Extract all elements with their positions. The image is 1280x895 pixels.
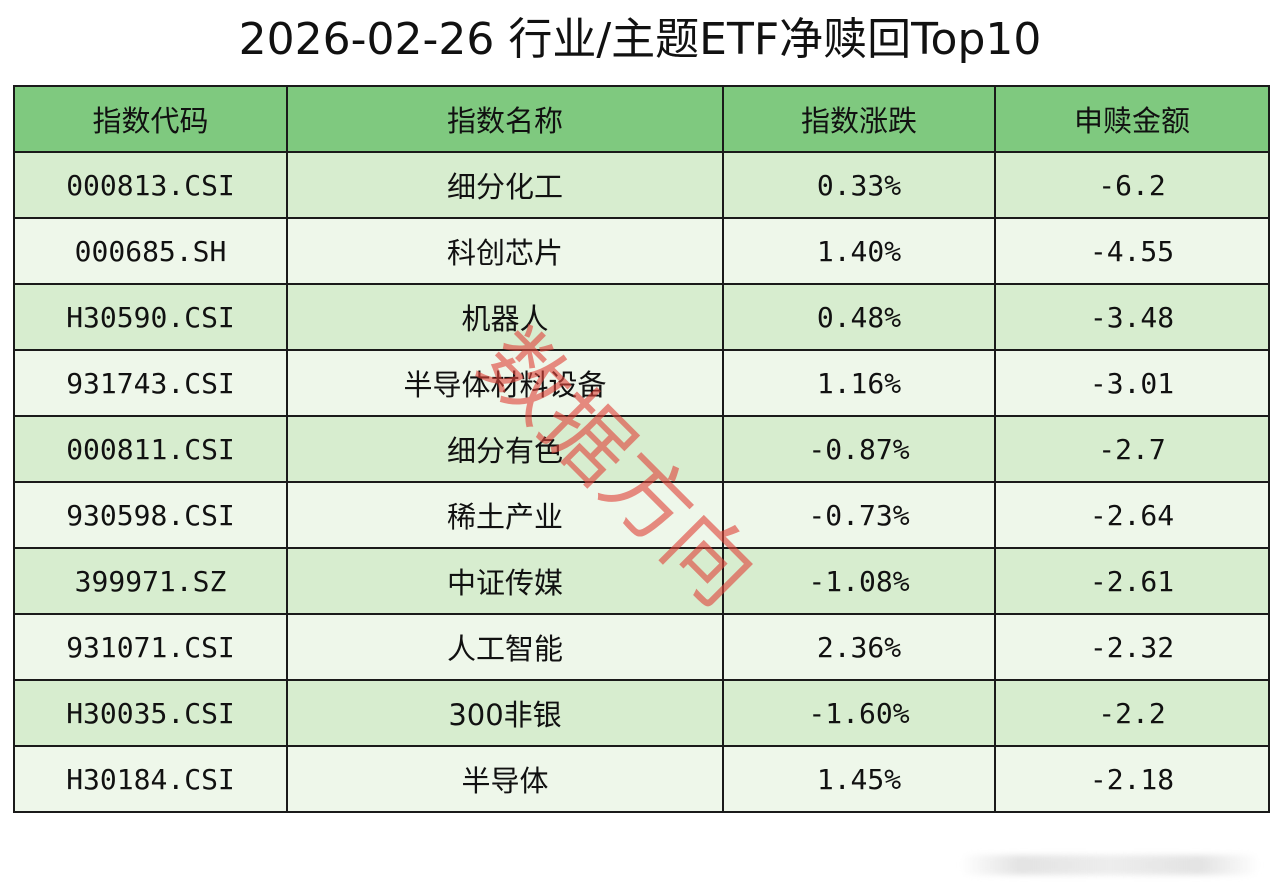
cell-index-code: 931071.CSI <box>13 613 288 681</box>
cell-index-name: 300非银 <box>286 679 724 747</box>
cell-index-change: 0.33% <box>722 151 996 219</box>
cell-index-code: 000811.CSI <box>13 415 288 483</box>
table-header-row: 指数代码 指数名称 指数涨跌 申赎金额 <box>13 85 1270 153</box>
cell-index-code: 000813.CSI <box>13 151 288 219</box>
header-index-code: 指数代码 <box>13 85 288 153</box>
cell-redemption-amount: -2.7 <box>994 415 1270 483</box>
cell-index-change: 0.48% <box>722 283 996 351</box>
header-index-name: 指数名称 <box>286 85 724 153</box>
blurred-footer-mark <box>960 855 1260 875</box>
cell-index-name: 半导体材料设备 <box>286 349 724 417</box>
cell-index-name: 人工智能 <box>286 613 724 681</box>
cell-index-change: 1.16% <box>722 349 996 417</box>
cell-redemption-amount: -3.48 <box>994 283 1270 351</box>
table-row: 000685.SH 科创芯片 1.40% -4.55 <box>13 217 1270 285</box>
table-row: 931743.CSI 半导体材料设备 1.16% -3.01 <box>13 349 1270 417</box>
cell-index-name: 细分有色 <box>286 415 724 483</box>
cell-index-name: 中证传媒 <box>286 547 724 615</box>
cell-redemption-amount: -4.55 <box>994 217 1270 285</box>
cell-index-code: 000685.SH <box>13 217 288 285</box>
cell-index-name: 机器人 <box>286 283 724 351</box>
cell-redemption-amount: -2.18 <box>994 745 1270 813</box>
header-redemption-amount: 申赎金额 <box>994 85 1270 153</box>
cell-index-code: 399971.SZ <box>13 547 288 615</box>
cell-index-code: H30590.CSI <box>13 283 288 351</box>
cell-index-code: H30184.CSI <box>13 745 288 813</box>
cell-index-name: 半导体 <box>286 745 724 813</box>
cell-index-code: H30035.CSI <box>13 679 288 747</box>
cell-index-change: -1.08% <box>722 547 996 615</box>
cell-index-name: 稀土产业 <box>286 481 724 549</box>
cell-index-change: -1.60% <box>722 679 996 747</box>
cell-redemption-amount: -2.2 <box>994 679 1270 747</box>
cell-index-change: 2.36% <box>722 613 996 681</box>
header-index-change: 指数涨跌 <box>722 85 996 153</box>
cell-index-change: 1.40% <box>722 217 996 285</box>
cell-redemption-amount: -2.61 <box>994 547 1270 615</box>
cell-index-name: 科创芯片 <box>286 217 724 285</box>
table-row: 000813.CSI 细分化工 0.33% -6.2 <box>13 151 1270 219</box>
cell-index-name: 细分化工 <box>286 151 724 219</box>
table-row: 930598.CSI 稀土产业 -0.73% -2.64 <box>13 481 1270 549</box>
cell-redemption-amount: -3.01 <box>994 349 1270 417</box>
cell-redemption-amount: -6.2 <box>994 151 1270 219</box>
cell-redemption-amount: -2.32 <box>994 613 1270 681</box>
table-row: 931071.CSI 人工智能 2.36% -2.32 <box>13 613 1270 681</box>
cell-index-code: 931743.CSI <box>13 349 288 417</box>
cell-index-change: -0.73% <box>722 481 996 549</box>
page-title: 2026-02-26 行业/主题ETF净赎回Top10 <box>238 14 1042 65</box>
cell-redemption-amount: -2.64 <box>994 481 1270 549</box>
cell-index-change: -0.87% <box>722 415 996 483</box>
table-row: H30184.CSI 半导体 1.45% -2.18 <box>13 745 1270 813</box>
cell-index-change: 1.45% <box>722 745 996 813</box>
etf-redemption-table: 指数代码 指数名称 指数涨跌 申赎金额 000813.CSI 细分化工 0.33… <box>13 85 1270 813</box>
table-row: H30035.CSI 300非银 -1.60% -2.2 <box>13 679 1270 747</box>
table-row: 399971.SZ 中证传媒 -1.08% -2.61 <box>13 547 1270 615</box>
table-row: H30590.CSI 机器人 0.48% -3.48 <box>13 283 1270 351</box>
table-row: 000811.CSI 细分有色 -0.87% -2.7 <box>13 415 1270 483</box>
cell-index-code: 930598.CSI <box>13 481 288 549</box>
